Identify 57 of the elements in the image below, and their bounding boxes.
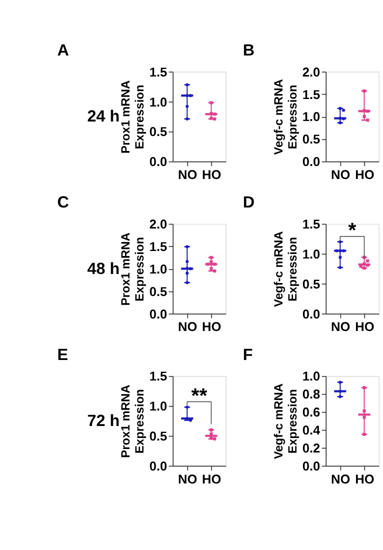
- x-tick-label: HO: [202, 471, 222, 486]
- y-axis-title: Prox1 mRNA Expression: [118, 80, 146, 154]
- y-axis-title: Prox1 mRNA Expression: [118, 384, 146, 458]
- x-tick-label: HO: [202, 319, 222, 334]
- y-tick-label: 0.0: [302, 306, 320, 322]
- y-tick-label: 1.0: [149, 94, 168, 110]
- text: 48 h: [87, 260, 120, 278]
- y-tick-label: 0.5: [149, 124, 168, 140]
- y-tick-label: 0.4: [302, 422, 322, 438]
- x-tick-label: NO: [330, 319, 350, 334]
- x-tick-label: HO: [202, 166, 222, 182]
- x-tick-label: HO: [355, 166, 374, 182]
- text: 72 h: [87, 412, 120, 430]
- y-tick-label: 0.2: [302, 440, 320, 456]
- y-tick-label: 0.6: [302, 404, 320, 420]
- y-tick-label: 1.0: [302, 109, 320, 124]
- x-tick-label: NO: [178, 319, 198, 334]
- chart-title: C: [57, 194, 70, 212]
- y-tick-label: 1.0: [149, 398, 168, 414]
- y-tick-label: 0.8: [302, 386, 320, 402]
- y-tick-label: 0.0: [302, 154, 320, 170]
- chart-title: F: [242, 346, 253, 364]
- y-tick-label: 1.5: [149, 64, 168, 80]
- x-tick-label: NO: [330, 471, 350, 486]
- text: 24 h: [87, 108, 120, 126]
- y-axis-title: Vegf-c mRNA Expression: [272, 383, 300, 460]
- y-tick-label: 0.5: [149, 284, 168, 299]
- y-tick-label: 0.0: [149, 306, 168, 322]
- x-tick-label: NO: [178, 471, 198, 486]
- x-tick-label: NO: [178, 166, 198, 182]
- y-tick-label: 0.0: [302, 458, 320, 474]
- y-tick-label: 1.5: [302, 216, 320, 232]
- x-tick-label: HO: [355, 319, 374, 334]
- y-tick-label: 2.0: [302, 64, 320, 80]
- x-tick-label: NO: [330, 166, 350, 182]
- y-tick-label: 2.0: [149, 216, 168, 232]
- y-tick-label: 1.5: [149, 238, 168, 254]
- y-axis-title: Vegf-c mRNA Expression: [272, 230, 300, 307]
- y-tick-label: 1.5: [302, 86, 320, 102]
- y-tick-label: 1.0: [302, 368, 320, 384]
- chart-title: D: [242, 194, 255, 212]
- annotation: *: [348, 219, 356, 242]
- x-tick-label: HO: [355, 471, 374, 486]
- annotation: **: [191, 384, 208, 408]
- chart-title: B: [242, 41, 255, 60]
- y-tick-label: 0.0: [149, 458, 168, 474]
- y-tick-label: 0.5: [302, 276, 320, 292]
- y-tick-label: 1.0: [149, 261, 168, 276]
- y-tick-label: 0.5: [302, 132, 320, 147]
- y-axis-title: Vegf-c mRNA Expression: [272, 78, 300, 155]
- chart-title: A: [57, 41, 70, 60]
- y-tick-label: 1.0: [302, 246, 320, 262]
- y-tick-label: 1.5: [149, 368, 168, 384]
- chart-title: E: [57, 346, 68, 364]
- y-tick-label: 0.5: [149, 428, 168, 444]
- y-tick-label: 0.0: [149, 154, 168, 170]
- y-axis-title: Prox1 mRNA Expression: [118, 232, 146, 306]
